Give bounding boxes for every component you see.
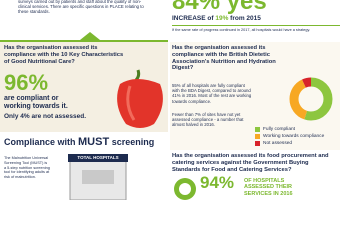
text: screening: [109, 137, 155, 147]
text: 19%: [215, 15, 229, 22]
note: If the same rate of progress continued i…: [172, 28, 311, 32]
percent: 94%: [200, 173, 235, 192]
text: from 2015: [228, 15, 261, 22]
legend-swatch: [255, 141, 260, 146]
panel: [0, 0, 168, 40]
footnote: Only 4% are not assessed.: [4, 113, 87, 120]
legend-item: Working towards compliance: [255, 133, 340, 140]
legend: Fully compliant Working towards complianc…: [255, 126, 340, 147]
plate-icon: [174, 178, 196, 200]
paragraph: Fewer than 7% of sites have not yet asse…: [172, 112, 244, 128]
description: The Malnutrition Universal Screening Too…: [4, 156, 50, 180]
pepper: [117, 69, 163, 128]
legend-swatch: [255, 134, 260, 139]
donut-segment: [289, 77, 333, 121]
panel: [170, 152, 340, 200]
legend-label: Not assessed: [263, 141, 293, 146]
statement: OF HOSPITALS ASSESSED THEIR SERVICES IN …: [244, 178, 293, 197]
panel: [170, 42, 340, 150]
legend-label: Fully compliant: [263, 127, 295, 132]
divider: [0, 32, 168, 42]
legend-swatch: [255, 127, 260, 132]
intro-text: surveys carried out by patients and staf…: [18, 0, 144, 15]
question: Has the organisation assessed its food p…: [172, 153, 329, 173]
hospital-sign: [68, 154, 128, 200]
paragraph: 55% of all hospitals are fully compliant…: [172, 83, 252, 104]
infographic: surveys carried out by patients and staf…: [0, 0, 340, 200]
sign-label: TOTAL HOSPITALS: [77, 154, 119, 160]
rule: [172, 25, 340, 26]
increase: INCREASE of 19% from 2015: [172, 15, 261, 22]
statement: are compliant or working towards it.: [4, 95, 68, 110]
donut-segment: [289, 77, 333, 121]
text: Compliance with: [4, 137, 79, 147]
section-title: Compliance with MUST screening: [4, 136, 154, 148]
percent: 96%: [4, 70, 49, 95]
question: Has the organisation assessed its compli…: [4, 45, 124, 65]
legend-item: Not assessed: [255, 140, 340, 147]
headline: 84% yes: [172, 0, 267, 15]
legend-item: Fully compliant: [255, 126, 340, 133]
text: MUST: [78, 136, 110, 148]
donut-chart: [289, 77, 333, 121]
legend-label: Working towards compliance: [263, 134, 325, 139]
question: Has the organisation assessed its compli…: [172, 45, 276, 72]
text: INCREASE of: [172, 15, 216, 22]
